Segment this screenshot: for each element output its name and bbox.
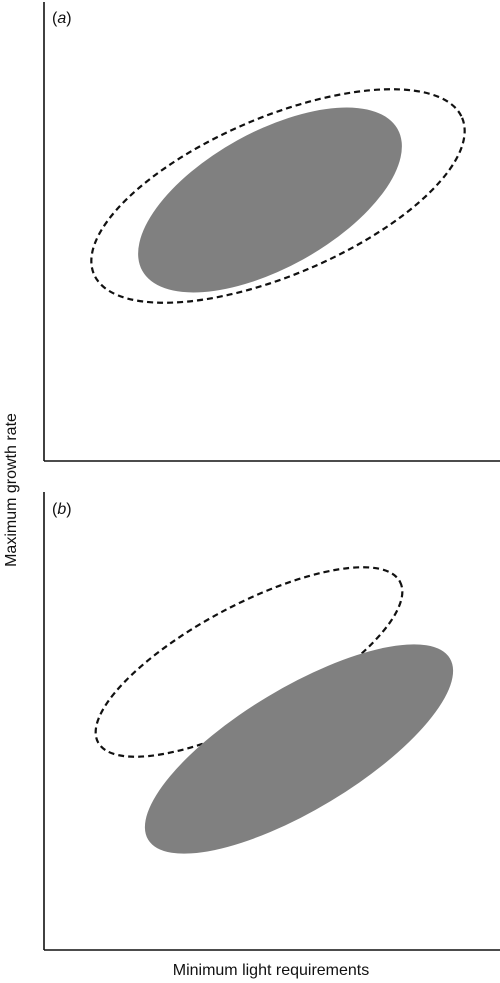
panel-a-filled-region [138, 107, 402, 293]
panel-b: (b) [43, 492, 500, 951]
panel-b-filled-region [144, 644, 454, 854]
panel-b-label: (b) [52, 501, 72, 518]
panel-a: (a) [43, 2, 500, 462]
x-axis-title: Minimum light requirements [173, 962, 370, 979]
panel-a-label: (a) [52, 10, 72, 27]
y-axis-title: Maximum growth rate [3, 413, 20, 567]
panel-a-dashed-region [90, 88, 466, 304]
